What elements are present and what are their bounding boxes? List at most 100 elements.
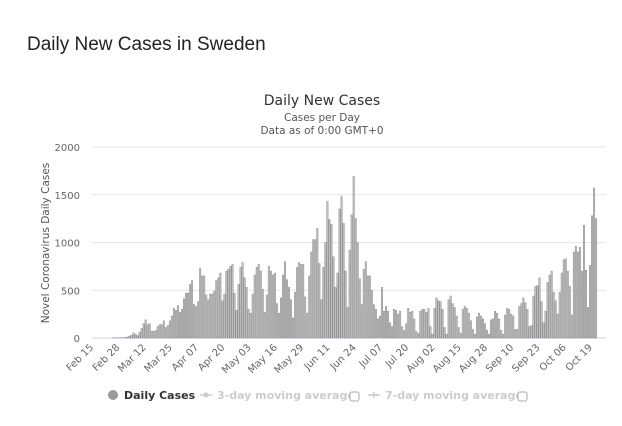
bar-daily-cases xyxy=(280,297,282,339)
bar-daily-cases xyxy=(221,300,224,339)
bar-daily-cases xyxy=(562,259,565,339)
bar-daily-cases xyxy=(455,315,458,339)
bar-daily-cases xyxy=(433,308,436,339)
bar-daily-cases xyxy=(340,196,343,339)
bar-daily-cases xyxy=(166,325,169,339)
bar-daily-cases xyxy=(314,239,317,339)
bar-daily-cases xyxy=(352,176,355,339)
bar-daily-cases xyxy=(172,308,175,339)
bar-daily-cases xyxy=(233,292,236,339)
bar-daily-cases xyxy=(479,315,482,339)
bar-daily-cases xyxy=(225,270,228,339)
bar-daily-cases xyxy=(364,261,367,339)
legend-item-daily-cases[interactable]: Daily Cases xyxy=(108,389,196,402)
bar-daily-cases xyxy=(522,297,525,339)
bar-daily-cases xyxy=(322,267,325,339)
bar-daily-cases xyxy=(330,224,333,339)
bar-daily-cases xyxy=(140,328,143,339)
x-tick-label: Aug 28 xyxy=(457,342,490,375)
bar-daily-cases xyxy=(473,333,476,339)
bar-daily-cases xyxy=(292,317,295,339)
bar-daily-cases xyxy=(306,312,309,339)
bar-daily-cases xyxy=(271,274,274,339)
x-tick-label: Feb 15 xyxy=(65,342,97,374)
bar-daily-cases xyxy=(257,264,260,339)
bar-daily-cases xyxy=(354,218,357,339)
bar-daily-cases xyxy=(587,307,589,339)
legend-item-3day-avg[interactable]: 3-day moving average xyxy=(200,389,355,402)
bar-daily-cases xyxy=(540,301,543,339)
bar-daily-cases xyxy=(558,291,561,339)
bar-daily-cases xyxy=(526,309,529,339)
bar-daily-cases xyxy=(556,313,559,339)
bar-daily-cases xyxy=(532,295,535,339)
bar-daily-cases xyxy=(241,262,244,339)
7day-avg-checkbox[interactable] xyxy=(517,391,528,402)
bar-daily-cases xyxy=(346,307,349,339)
bar-daily-cases xyxy=(168,320,171,339)
bar-daily-cases xyxy=(576,251,579,339)
bar-daily-cases xyxy=(445,333,448,339)
bar-daily-cases xyxy=(437,300,440,339)
bar-daily-cases xyxy=(310,251,313,339)
bar-daily-cases xyxy=(542,322,545,339)
bar-daily-cases xyxy=(429,326,432,339)
bar-daily-cases xyxy=(443,327,446,339)
bar-daily-cases xyxy=(560,272,563,339)
bar-daily-cases xyxy=(130,334,133,339)
bar-daily-cases xyxy=(518,306,521,339)
bar-daily-cases xyxy=(447,299,450,339)
bar-daily-cases xyxy=(156,326,159,339)
bar-daily-cases xyxy=(591,215,593,339)
bar-daily-cases xyxy=(217,277,220,339)
bar-daily-cases xyxy=(395,310,398,339)
bar-daily-cases xyxy=(197,301,200,339)
bar-daily-cases xyxy=(415,331,418,339)
bar-daily-cases xyxy=(142,323,145,339)
bar-daily-cases xyxy=(187,292,189,339)
bar-daily-cases xyxy=(358,278,361,339)
bar-daily-cases xyxy=(554,300,557,339)
bar-daily-cases xyxy=(391,326,394,339)
x-tick-label: Jun 11 xyxy=(302,342,333,373)
bar-daily-cases xyxy=(249,312,252,339)
bar-daily-cases xyxy=(370,290,373,339)
bar-daily-cases xyxy=(308,275,311,339)
bar-daily-cases xyxy=(538,277,541,339)
bar-daily-cases xyxy=(411,311,414,339)
x-tick-label: Apr 07 xyxy=(170,342,201,373)
bar-daily-cases xyxy=(461,309,464,339)
bar-daily-cases xyxy=(247,309,250,339)
bar-daily-cases xyxy=(397,313,400,339)
bar-daily-cases xyxy=(348,249,351,339)
bar-daily-cases xyxy=(324,242,327,339)
bar-daily-cases xyxy=(477,312,480,339)
bar-daily-cases xyxy=(304,296,307,339)
bar-daily-cases xyxy=(409,311,412,339)
bar-daily-cases xyxy=(231,264,234,339)
page-title: Daily New Cases in Sweden xyxy=(27,34,266,55)
bar-daily-cases xyxy=(263,311,266,339)
bar-daily-cases xyxy=(320,299,323,339)
3day-avg-checkbox[interactable] xyxy=(349,391,360,402)
bar-daily-cases xyxy=(453,307,456,339)
bar-daily-cases xyxy=(504,314,507,339)
bar-daily-cases xyxy=(267,266,270,339)
bar-daily-cases xyxy=(191,280,194,339)
bar-daily-cases xyxy=(449,295,452,339)
x-tick-label: Mar 12 xyxy=(116,342,148,374)
bar-daily-cases xyxy=(284,261,286,339)
bar-daily-cases xyxy=(205,294,208,339)
bar-daily-cases xyxy=(403,330,406,339)
bar-daily-cases xyxy=(189,284,192,339)
bar-daily-cases xyxy=(255,267,258,339)
x-tick-label: Oct 06 xyxy=(538,342,569,373)
bar-daily-cases xyxy=(374,309,377,339)
legend-item-7day-avg[interactable]: 7-day moving average xyxy=(368,389,523,402)
bar-daily-cases xyxy=(512,315,515,339)
bar-daily-cases xyxy=(176,305,179,339)
legend-label-7day-avg: 7-day moving average xyxy=(385,389,523,402)
bar-daily-cases xyxy=(417,332,420,339)
bar-daily-cases xyxy=(583,225,585,339)
bar-daily-cases xyxy=(181,309,183,339)
